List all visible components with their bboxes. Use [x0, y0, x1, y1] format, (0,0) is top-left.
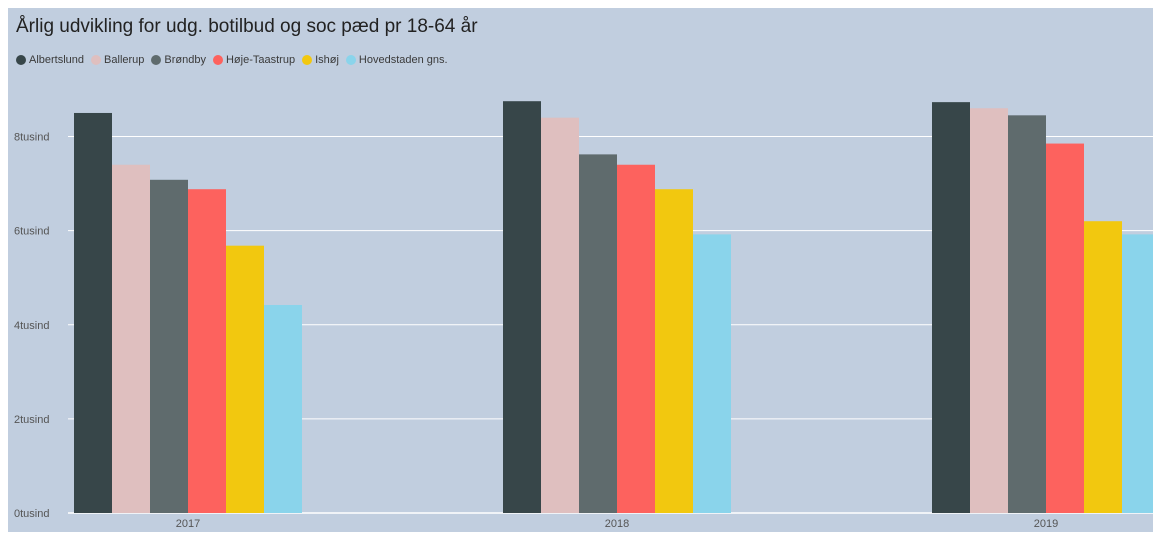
bar-2018-0[interactable] — [503, 101, 541, 513]
bar-2017-1[interactable] — [112, 164, 150, 514]
legend-label: Albertslund — [29, 54, 85, 66]
bar-2017-3[interactable] — [188, 189, 226, 513]
legend-item-3[interactable]: Høje-Taastrup — [212, 54, 296, 66]
legend-marker — [151, 55, 162, 65]
legend-marker — [212, 55, 223, 65]
bar-2019-5[interactable] — [1122, 234, 1153, 513]
chart-title: Årlig udvikling for udg. botilbud og soc… — [16, 16, 478, 37]
x-tick-label: 2019 — [1034, 518, 1058, 530]
x-tick-label: 2017 — [176, 518, 200, 530]
legend-label: Høje-Taastrup — [225, 54, 296, 66]
bar-2017-0[interactable] — [74, 112, 112, 513]
bar-2019-0[interactable] — [932, 102, 970, 513]
bar-2019-2[interactable] — [1008, 115, 1046, 514]
bar-2019-1[interactable] — [970, 108, 1008, 513]
y-tick-label: 0tusind — [14, 508, 49, 520]
legend-item-5[interactable]: Hovedstaden gns. — [345, 54, 448, 66]
legend-item-0[interactable]: Albertslund — [16, 54, 84, 66]
x-tick-label: 2018 — [605, 518, 629, 530]
bar-2019-4[interactable] — [1084, 221, 1122, 513]
bar-2017-4[interactable] — [226, 245, 264, 513]
legend-marker — [91, 55, 102, 65]
bar-chart: 0tusind 2tusind 4tusind 6tusind 8tusind 2017 2… — [14, 101, 1153, 530]
chart-frame: Årlig udvikling for udg. botilbud og soc… — [8, 8, 1153, 532]
y-tick-label: 8tusind — [14, 132, 49, 144]
legend-label: Ballerup — [104, 54, 145, 66]
legend-label: Brøndby — [164, 54, 206, 66]
legend-marker — [345, 55, 356, 65]
legend-item-2[interactable]: Brøndby — [151, 54, 206, 66]
legend-label: Ishøj — [315, 54, 339, 66]
legend-item-1[interactable]: Ballerup — [91, 54, 144, 66]
legend-marker — [16, 55, 26, 65]
bar-2018-1[interactable] — [541, 117, 579, 514]
legend-marker — [302, 55, 313, 65]
bar-2018-5[interactable] — [693, 234, 731, 513]
bar-2018-3[interactable] — [617, 164, 655, 514]
bar-2018-2[interactable] — [579, 154, 617, 514]
y-tick-label: 4tusind — [14, 320, 49, 332]
bar-2017-2[interactable] — [150, 179, 188, 514]
legend: Albertslund Ballerup Brøndby Høje-Taastrup I… — [16, 54, 455, 66]
y-tick-label: 6tusind — [14, 226, 49, 238]
bar-2018-4[interactable] — [655, 189, 693, 513]
legend-item-4[interactable]: Ishøj — [302, 54, 339, 66]
legend-label: Hovedstaden gns. — [358, 54, 448, 66]
bar-2017-5[interactable] — [264, 304, 302, 513]
y-tick-label: 2tusind — [14, 414, 49, 426]
bar-2019-3[interactable] — [1046, 143, 1084, 513]
